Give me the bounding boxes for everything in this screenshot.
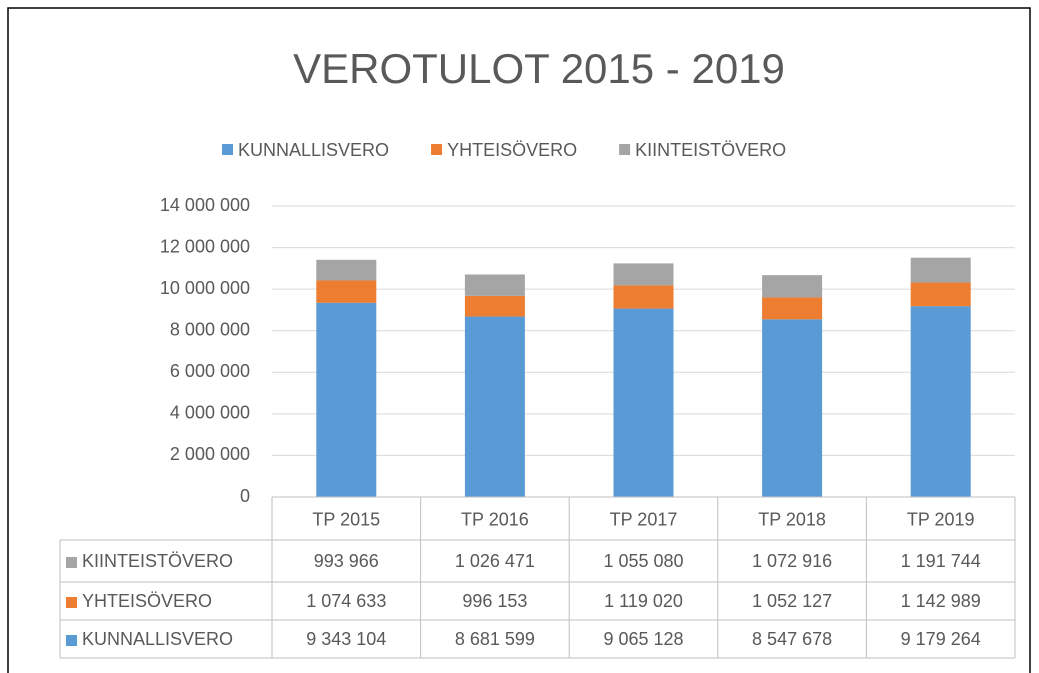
x-tick-label: TP 2018 <box>758 509 826 529</box>
table-row-label: YHTEISÖVERO <box>82 591 212 611</box>
bar-segment <box>613 285 674 309</box>
bar-segment <box>910 257 971 283</box>
y-tick-label: 14 000 000 <box>160 195 250 215</box>
bar-segment <box>613 308 674 497</box>
table-legend-swatch <box>66 597 77 608</box>
x-tick-label: TP 2019 <box>907 509 975 529</box>
legend-swatch <box>619 144 631 155</box>
table-value: 8 681 599 <box>455 629 535 649</box>
table-value: 8 547 678 <box>752 629 832 649</box>
table-value: 1 142 989 <box>901 591 981 611</box>
table-row-label: KIINTEISTÖVERO <box>82 551 233 571</box>
table-value: 1 052 127 <box>752 591 832 611</box>
bar-segment <box>762 319 823 497</box>
table-legend-swatch <box>66 635 77 646</box>
table-value: 1 072 916 <box>752 551 832 571</box>
table-value: 1 026 471 <box>455 551 535 571</box>
bar-segment <box>464 274 525 296</box>
table-value: 9 065 128 <box>603 629 683 649</box>
bar-segment <box>613 263 674 286</box>
y-tick-label: 10 000 000 <box>160 278 250 298</box>
y-tick-label: 4 000 000 <box>170 403 250 423</box>
y-tick-label: 6 000 000 <box>170 361 250 381</box>
table-legend-swatch <box>66 557 77 568</box>
y-tick-label: 12 000 000 <box>160 236 250 256</box>
x-tick-label: TP 2017 <box>610 509 678 529</box>
bar-segment <box>910 282 971 307</box>
bar-segment <box>762 297 823 320</box>
table-value: 1 055 080 <box>603 551 683 571</box>
table-value: 1 074 633 <box>306 591 386 611</box>
x-tick-label: TP 2016 <box>461 509 529 529</box>
bar-segment <box>910 306 971 497</box>
chart-border <box>7 7 1031 673</box>
table-row-label: KUNNALLISVERO <box>82 629 233 649</box>
legend-label: KUNNALLISVERO <box>238 140 389 160</box>
chart-title: VEROTULOT 2015 - 2019 <box>293 45 785 92</box>
table-value: 1 191 744 <box>901 551 981 571</box>
table-value: 996 153 <box>462 591 527 611</box>
legend-label: KIINTEISTÖVERO <box>635 140 786 160</box>
y-tick-label: 0 <box>240 486 250 506</box>
legend-swatch <box>222 144 233 155</box>
y-tick-label: 2 000 000 <box>170 444 250 464</box>
table-value: 1 119 020 <box>604 591 683 611</box>
bar-segment <box>316 259 377 281</box>
y-tick-label: 8 000 000 <box>170 319 250 339</box>
legend-label: YHTEISÖVERO <box>447 140 577 160</box>
bar-segment <box>464 316 525 497</box>
bar-segment <box>464 295 525 317</box>
table-value: 9 343 104 <box>306 629 386 649</box>
table-value: 993 966 <box>314 551 379 571</box>
legend-swatch <box>431 144 443 155</box>
bar-segment <box>316 280 377 303</box>
bar-segment <box>316 302 377 497</box>
table-value: 9 179 264 <box>901 629 981 649</box>
x-tick-label: TP 2015 <box>312 509 380 529</box>
bar-segment <box>762 275 823 298</box>
